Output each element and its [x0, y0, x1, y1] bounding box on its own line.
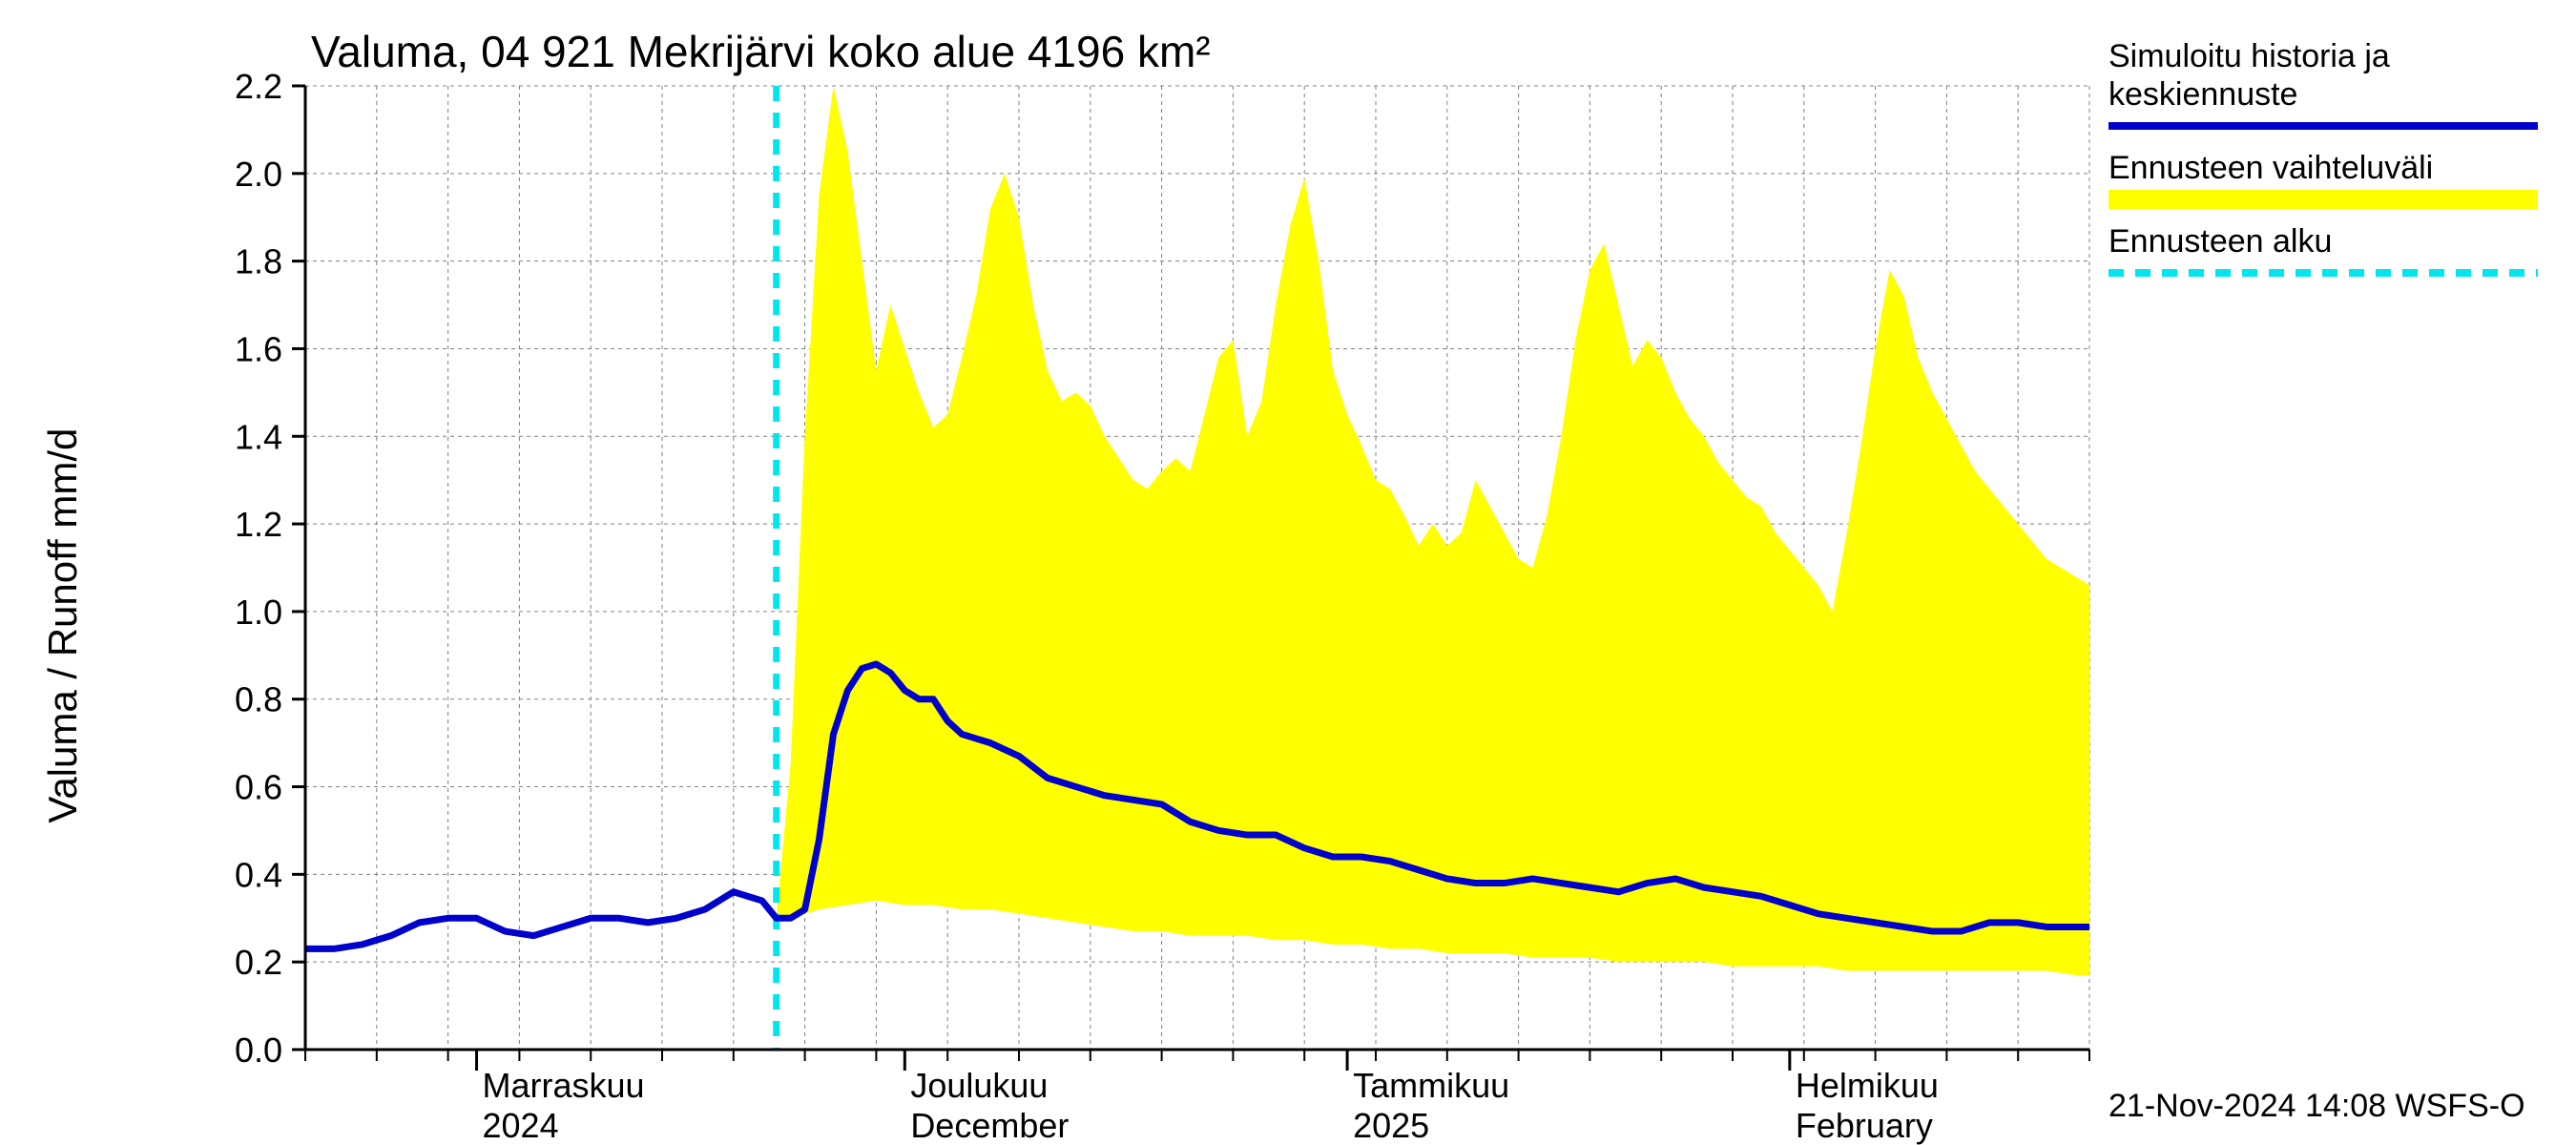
legend-item-text: Ennusteen vaihteluväli [2109, 150, 2433, 186]
x-month-label-top: Tammikuu [1353, 1066, 1509, 1105]
x-month-label-top: Marraskuu [483, 1066, 645, 1105]
y-tick-label: 1.0 [235, 593, 282, 632]
y-tick-label: 0.4 [235, 855, 282, 894]
y-tick-label: 0.0 [235, 1030, 282, 1070]
x-month-label-top: Joulukuu [910, 1066, 1048, 1105]
chart-svg: 0.0 0.2 0.4 0.6 0.8 1.0 1.2 1.4 1.6 1.8 2.0 2.2 Marr… [0, 0, 2576, 1145]
y-tick-label: 0.8 [235, 680, 282, 719]
x-month-label-bottom: December [910, 1106, 1069, 1145]
y-tick-label: 1.4 [235, 417, 282, 456]
footer-timestamp: 21-Nov-2024 14:08 WSFS-O [2109, 1088, 2525, 1124]
y-tick-label: 1.8 [235, 242, 282, 281]
legend-item-text: Simuloitu historia ja [2109, 38, 2390, 74]
chart-root: 0.0 0.2 0.4 0.6 0.8 1.0 1.2 1.4 1.6 1.8 2.0 2.2 Marr… [0, 0, 2576, 1145]
y-axis-label: Valuma / Runoff mm/d [40, 428, 85, 823]
legend-item-text: Ennusteen alku [2109, 223, 2332, 260]
y-tick-label: 2.0 [235, 155, 282, 194]
y-tick-label: 1.6 [235, 329, 282, 368]
x-month-label-bottom: 2025 [1353, 1106, 1429, 1145]
legend-item-text2: keskiennuste [2109, 76, 2297, 113]
y-tick-label: 0.6 [235, 768, 282, 807]
chart-title: Valuma, 04 921 Mekrijärvi koko alue 4196… [311, 27, 1211, 76]
x-month-label-bottom: 2024 [483, 1106, 559, 1145]
legend-swatch-box [2109, 190, 2538, 209]
x-month-label-bottom: February [1796, 1106, 1933, 1145]
y-tick-label: 2.2 [235, 67, 282, 106]
x-month-label-top: Helmikuu [1796, 1066, 1939, 1105]
y-tick-label: 0.2 [235, 943, 282, 982]
y-tick-label: 1.2 [235, 505, 282, 544]
